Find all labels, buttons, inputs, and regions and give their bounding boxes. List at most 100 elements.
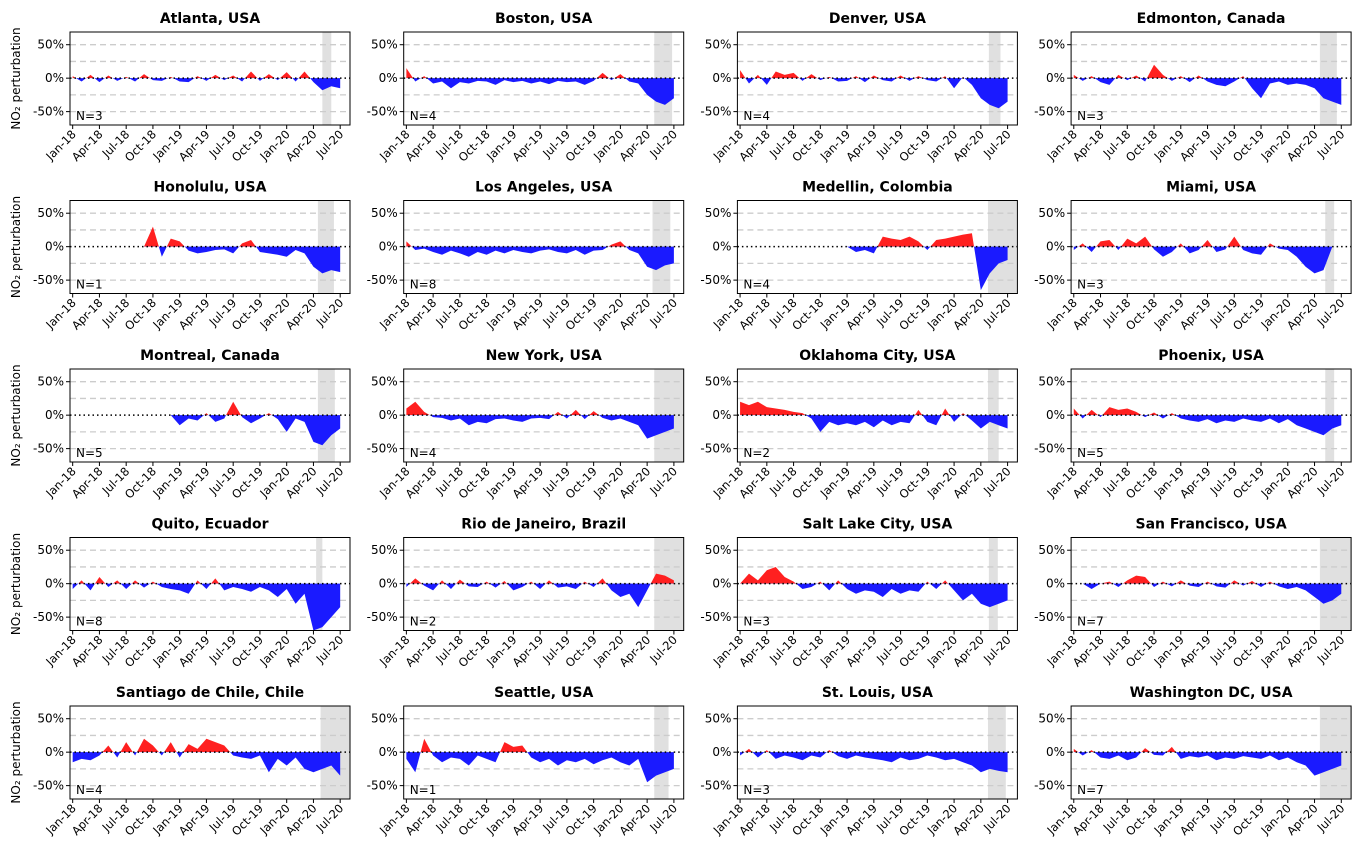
- panel-title: St. Louis, USA: [822, 685, 933, 701]
- area: [740, 566, 1008, 608]
- panel-title: Santiago de Chile, Chile: [116, 685, 304, 701]
- area: [740, 401, 1008, 432]
- y-tick-label: 50%: [705, 543, 732, 557]
- y-axis-label: NO₂ perturbation: [9, 27, 23, 129]
- sample-count: N=8: [410, 278, 437, 292]
- panel-title: San Francisco, USA: [1136, 517, 1287, 533]
- y-tick-label: -50%: [367, 610, 398, 624]
- x-tick-label: Jul-20: [646, 801, 680, 835]
- y-tick-label: -50%: [33, 610, 64, 624]
- sample-count: N=1: [76, 278, 103, 292]
- y-tick-label: 50%: [1038, 712, 1065, 726]
- y-tick-label: 50%: [1038, 375, 1065, 389]
- y-axis-label: NO₂ perturbation: [9, 196, 23, 298]
- y-tick-label: 0%: [712, 745, 731, 759]
- panel-title: Denver, USA: [829, 11, 926, 27]
- y-tick-label: -50%: [33, 442, 64, 456]
- y-tick-label: 50%: [37, 712, 64, 726]
- y-tick-label: 50%: [705, 206, 732, 220]
- area: [740, 748, 1008, 773]
- x-tick-label: Jul-20: [980, 633, 1014, 667]
- y-tick-label: 0%: [712, 577, 731, 591]
- y-tick-label: 0%: [45, 745, 64, 759]
- sample-count: N=2: [743, 446, 770, 460]
- x-tick-label: Jul-20: [646, 464, 680, 498]
- sample-count: N=5: [76, 446, 103, 460]
- y-tick-label: 0%: [1046, 71, 1065, 85]
- x-tick-label: Jul-20: [980, 296, 1014, 330]
- y-tick-label: 0%: [45, 71, 64, 85]
- area: [72, 738, 341, 776]
- panel-title: Edmonton, Canada: [1137, 11, 1286, 27]
- y-tick-label: -50%: [367, 105, 398, 119]
- area: [1073, 575, 1342, 604]
- area: [1073, 407, 1342, 436]
- y-tick-label: 50%: [37, 38, 64, 52]
- y-tick-label: -50%: [700, 779, 731, 793]
- panel-title: Boston, USA: [495, 11, 593, 27]
- x-tick-label: Jul-20: [980, 127, 1014, 161]
- panel-title: Montreal, Canada: [140, 348, 280, 364]
- x-tick-label: Jul-20: [1314, 633, 1348, 667]
- area: [72, 576, 341, 631]
- sample-count: N=3: [76, 109, 103, 123]
- x-tick-label: Jul-20: [980, 464, 1014, 498]
- y-tick-label: -50%: [367, 779, 398, 793]
- area: [406, 241, 674, 271]
- y-axis-label: NO₂ perturbation: [9, 533, 23, 635]
- y-tick-label: 0%: [45, 240, 64, 254]
- area: [740, 70, 1008, 109]
- y-tick-label: 50%: [371, 38, 398, 52]
- y-tick-label: 50%: [37, 375, 64, 389]
- y-tick-label: 50%: [371, 543, 398, 557]
- y-tick-label: -50%: [33, 779, 64, 793]
- panel-title: Medellin, Colombia: [802, 180, 953, 196]
- y-tick-label: 0%: [1046, 745, 1065, 759]
- y-tick-label: -50%: [700, 442, 731, 456]
- y-tick-label: -50%: [1034, 105, 1065, 119]
- y-tick-label: 0%: [45, 408, 64, 422]
- sample-count: N=4: [743, 109, 770, 123]
- panel-title: Atlanta, USA: [160, 11, 261, 27]
- y-tick-label: 0%: [379, 408, 398, 422]
- y-tick-label: -50%: [33, 273, 64, 287]
- y-axis-label: NO₂ perturbation: [9, 701, 23, 803]
- sample-count: N=7: [1077, 783, 1104, 797]
- area: [1073, 746, 1342, 776]
- x-tick-label: Jul-20: [1314, 296, 1348, 330]
- y-tick-label: 0%: [45, 577, 64, 591]
- panel-title: Seattle, USA: [494, 685, 593, 701]
- y-tick-label: 0%: [712, 240, 731, 254]
- y-tick-label: 0%: [1046, 577, 1065, 591]
- y-tick-label: 50%: [705, 712, 732, 726]
- sample-count: N=7: [1077, 615, 1104, 629]
- sample-count: N=4: [410, 446, 437, 460]
- y-tick-label: 50%: [371, 375, 398, 389]
- area: [72, 401, 341, 446]
- x-tick-label: Jul-20: [1314, 801, 1348, 835]
- x-tick-label: Jul-20: [646, 127, 680, 161]
- panel-title: Salt Lake City, USA: [802, 517, 952, 533]
- y-tick-label: -50%: [700, 105, 731, 119]
- y-tick-label: 50%: [371, 206, 398, 220]
- area: [72, 226, 341, 274]
- y-tick-label: 0%: [379, 240, 398, 254]
- area: [406, 401, 674, 439]
- y-tick-label: 0%: [712, 71, 731, 85]
- y-tick-label: 0%: [379, 745, 398, 759]
- x-tick-label: Jul-20: [313, 464, 347, 498]
- panel-title: Honolulu, USA: [154, 180, 267, 196]
- y-tick-label: 50%: [1038, 206, 1065, 220]
- panel-title: Oklahoma City, USA: [799, 348, 955, 364]
- sample-count: N=5: [1077, 446, 1104, 460]
- x-tick-label: Jul-20: [646, 296, 680, 330]
- y-tick-label: 0%: [712, 408, 731, 422]
- y-tick-label: -50%: [1034, 779, 1065, 793]
- area: [72, 71, 341, 91]
- sample-count: N=2: [410, 615, 437, 629]
- y-tick-label: -50%: [700, 273, 731, 287]
- y-tick-label: -50%: [1034, 442, 1065, 456]
- area: [1073, 236, 1342, 274]
- x-tick-label: Jul-20: [1314, 464, 1348, 498]
